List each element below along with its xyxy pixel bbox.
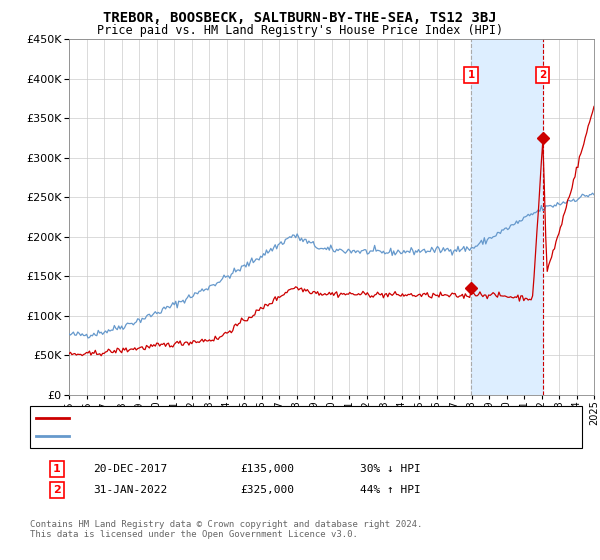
Text: 31-JAN-2022: 31-JAN-2022 bbox=[93, 485, 167, 495]
Text: £135,000: £135,000 bbox=[240, 464, 294, 474]
Text: 1: 1 bbox=[467, 70, 475, 80]
Text: 1: 1 bbox=[53, 464, 61, 474]
Text: 30% ↓ HPI: 30% ↓ HPI bbox=[360, 464, 421, 474]
Text: Price paid vs. HM Land Registry's House Price Index (HPI): Price paid vs. HM Land Registry's House … bbox=[97, 24, 503, 36]
Text: 2: 2 bbox=[53, 485, 61, 495]
Text: HPI: Average price, detached house, Redcar and Cleveland: HPI: Average price, detached house, Redc… bbox=[74, 431, 403, 441]
Text: TREBOR, BOOSBECK, SALTBURN-BY-THE-SEA, TS12 3BJ: TREBOR, BOOSBECK, SALTBURN-BY-THE-SEA, T… bbox=[103, 11, 497, 25]
Text: 44% ↑ HPI: 44% ↑ HPI bbox=[360, 485, 421, 495]
Bar bbox=[471, 39, 543, 395]
Text: 20-DEC-2017: 20-DEC-2017 bbox=[93, 464, 167, 474]
Text: 2: 2 bbox=[539, 70, 547, 80]
Text: TREBOR, BOOSBECK, SALTBURN-BY-THE-SEA, TS12 3BJ (detached house): TREBOR, BOOSBECK, SALTBURN-BY-THE-SEA, T… bbox=[74, 413, 450, 423]
Text: £325,000: £325,000 bbox=[240, 485, 294, 495]
Text: Contains HM Land Registry data © Crown copyright and database right 2024.
This d: Contains HM Land Registry data © Crown c… bbox=[30, 520, 422, 539]
